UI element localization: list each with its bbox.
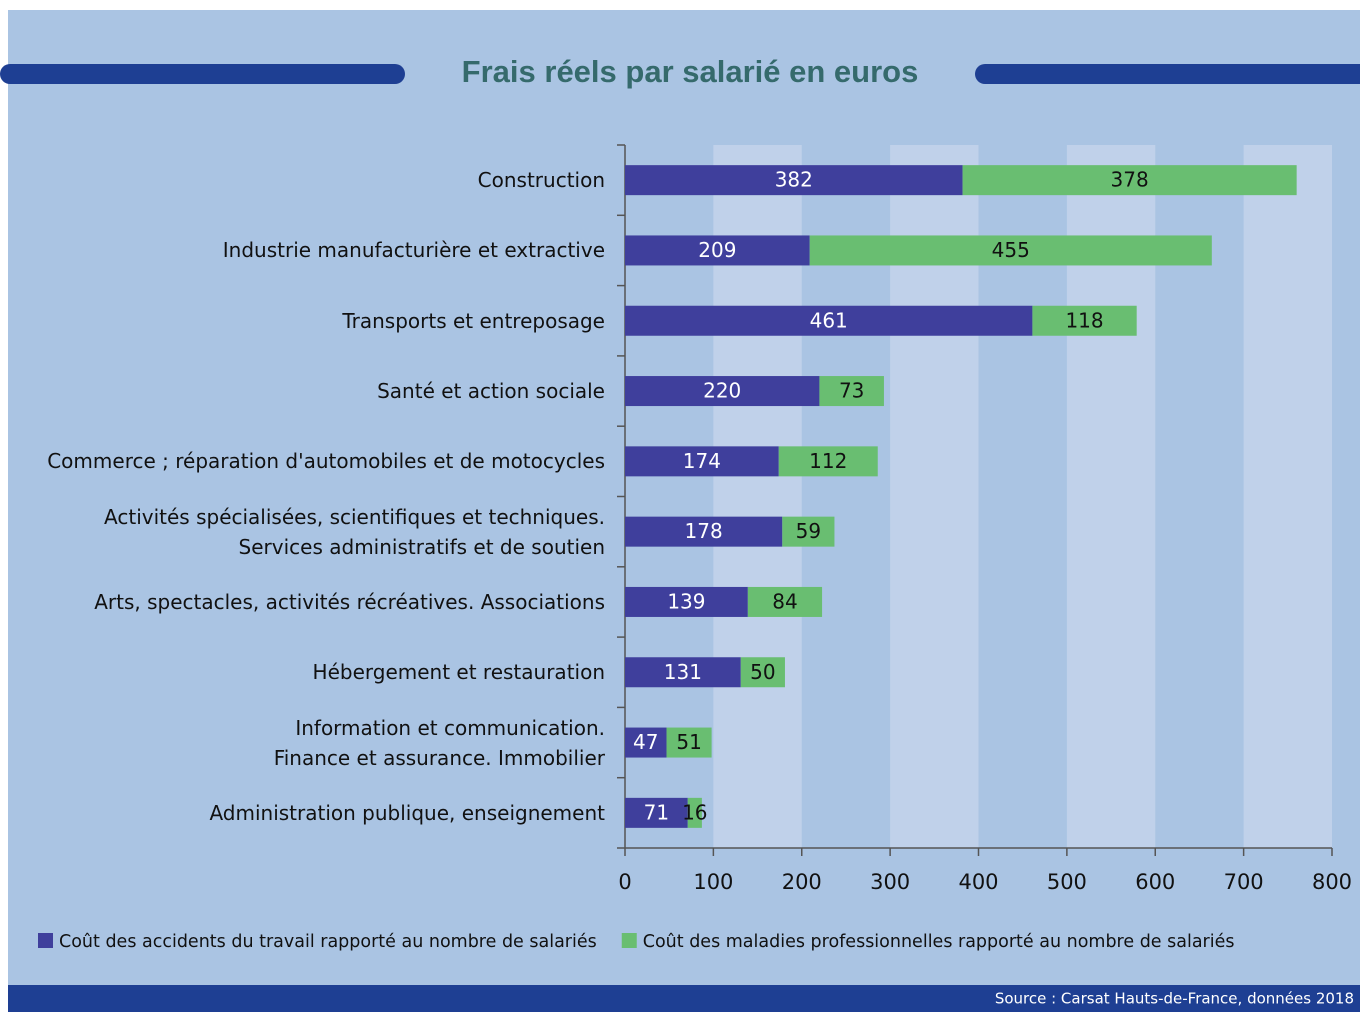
data-label: 382 (775, 168, 813, 192)
data-label: 50 (750, 660, 775, 684)
source: Source : Carsat Hauts-de-France, données… (995, 990, 1354, 1008)
data-label: 174 (683, 449, 721, 473)
y-tick-label: Administration publique, enseignement (209, 800, 605, 825)
bar-segment (740, 657, 785, 688)
y-tick-label: Santé et action sociale (377, 379, 605, 404)
bar-segment (625, 446, 779, 477)
footer-bar (8, 985, 1360, 1012)
data-label: 51 (676, 730, 701, 754)
bar-segment (625, 516, 783, 547)
panel (8, 10, 1360, 985)
data-label: 84 (772, 589, 797, 613)
x-tick-label: 300 (870, 870, 910, 894)
data-label: 139 (667, 589, 705, 613)
bar-segment (809, 235, 1212, 266)
data-label: 131 (664, 660, 702, 684)
legend-swatch (38, 933, 53, 948)
bar-segment (819, 376, 884, 407)
data-label: 178 (685, 519, 723, 543)
legend-swatch (621, 933, 637, 948)
bar-segment (778, 446, 878, 477)
x-tick-label: 700 (1224, 870, 1264, 894)
bar-segment (747, 586, 823, 617)
y-tick-label: Activités spécialisées, scientifiques et… (104, 504, 605, 559)
x-tick-label: 100 (693, 870, 733, 894)
bar-segment (625, 797, 688, 828)
y-tick-label: Construction (477, 168, 605, 193)
y-tick-label: Hébergement et restauration (312, 660, 605, 685)
title-rule (0, 64, 405, 84)
data-label: 378 (1111, 168, 1149, 192)
bar-segment (1032, 305, 1137, 336)
bar-segment (625, 305, 1033, 336)
x-tick-label: 600 (1135, 870, 1175, 894)
data-label: 73 (839, 379, 864, 403)
bar-segment (625, 727, 667, 758)
data-label: 59 (796, 519, 821, 543)
data-label: 209 (698, 238, 736, 262)
legend-label: Coût des maladies professionnelles rappo… (643, 932, 1235, 952)
y-tick-label: Commerce ; réparation d'automobiles et d… (47, 449, 605, 474)
bar-segment (782, 516, 835, 547)
y-tick-label: Arts, spectacles, activités récréatives.… (94, 589, 605, 614)
bar-segment (625, 376, 820, 407)
grid-band (1243, 145, 1332, 848)
bar-segment (625, 235, 810, 266)
x-tick-label: 0 (618, 870, 631, 894)
bar-segment (625, 165, 963, 196)
bar-segment (687, 797, 702, 828)
bar-segment (625, 657, 741, 688)
chart-title: Frais réels par salarié en euros (462, 54, 919, 89)
y-tick-label: Transports et entreposage (342, 308, 605, 333)
bar-segment (962, 165, 1297, 196)
bar-segment (625, 586, 748, 617)
legend-label: Coût des accidents du travail rapporté a… (59, 932, 597, 952)
data-label: 118 (1065, 308, 1103, 332)
bar-segment (666, 727, 712, 758)
data-label: 220 (703, 379, 741, 403)
x-tick-label: 200 (782, 870, 822, 894)
data-label: 16 (682, 800, 707, 824)
title-rule (975, 64, 1360, 84)
data-label: 455 (992, 238, 1030, 262)
y-tick-label: Information et communication. Finance et… (273, 715, 605, 770)
x-tick-label: 500 (1047, 870, 1087, 894)
x-tick-label: 800 (1312, 870, 1352, 894)
y-tick-label: Industrie manufacturière et extractive (222, 238, 605, 263)
data-label: 71 (644, 800, 669, 824)
data-label: 47 (633, 730, 658, 754)
data-label: 461 (810, 308, 848, 332)
x-tick-label: 400 (958, 870, 998, 894)
data-label: 112 (809, 449, 847, 473)
